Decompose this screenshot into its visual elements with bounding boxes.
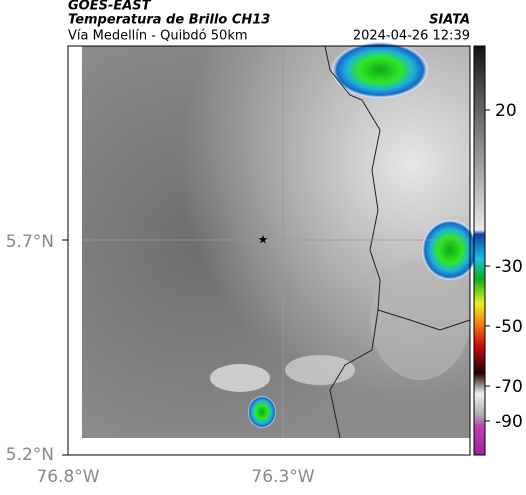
region: Vía Medellín - Quibdó 50km (68, 29, 248, 44)
colorbar-label: 20 (495, 101, 517, 121)
source: GOES-EAST (68, 0, 152, 14)
colorbar-label: -70 (495, 377, 523, 397)
colorbar-label: -90 (495, 412, 523, 432)
timestamp: 2024-04-26 12:39 (353, 29, 470, 44)
colorbar (473, 45, 486, 456)
lon-label: 76.3°W (251, 467, 314, 487)
colorbar-ticks (485, 109, 490, 422)
brand: SIATA (429, 13, 470, 28)
svg-text:★: ★ (258, 233, 269, 247)
colorbar-label: -50 (495, 317, 523, 337)
lat-label: 5.7°N (6, 232, 54, 252)
satellite-image: ★ (82, 42, 478, 439)
lon-label: 76.8°W (36, 467, 99, 487)
lat-label: 5.2°N (6, 445, 54, 465)
product: Temperatura de Brillo CH13 (68, 13, 270, 28)
colorbar-label: -30 (495, 257, 523, 277)
map-frame (67, 45, 471, 456)
